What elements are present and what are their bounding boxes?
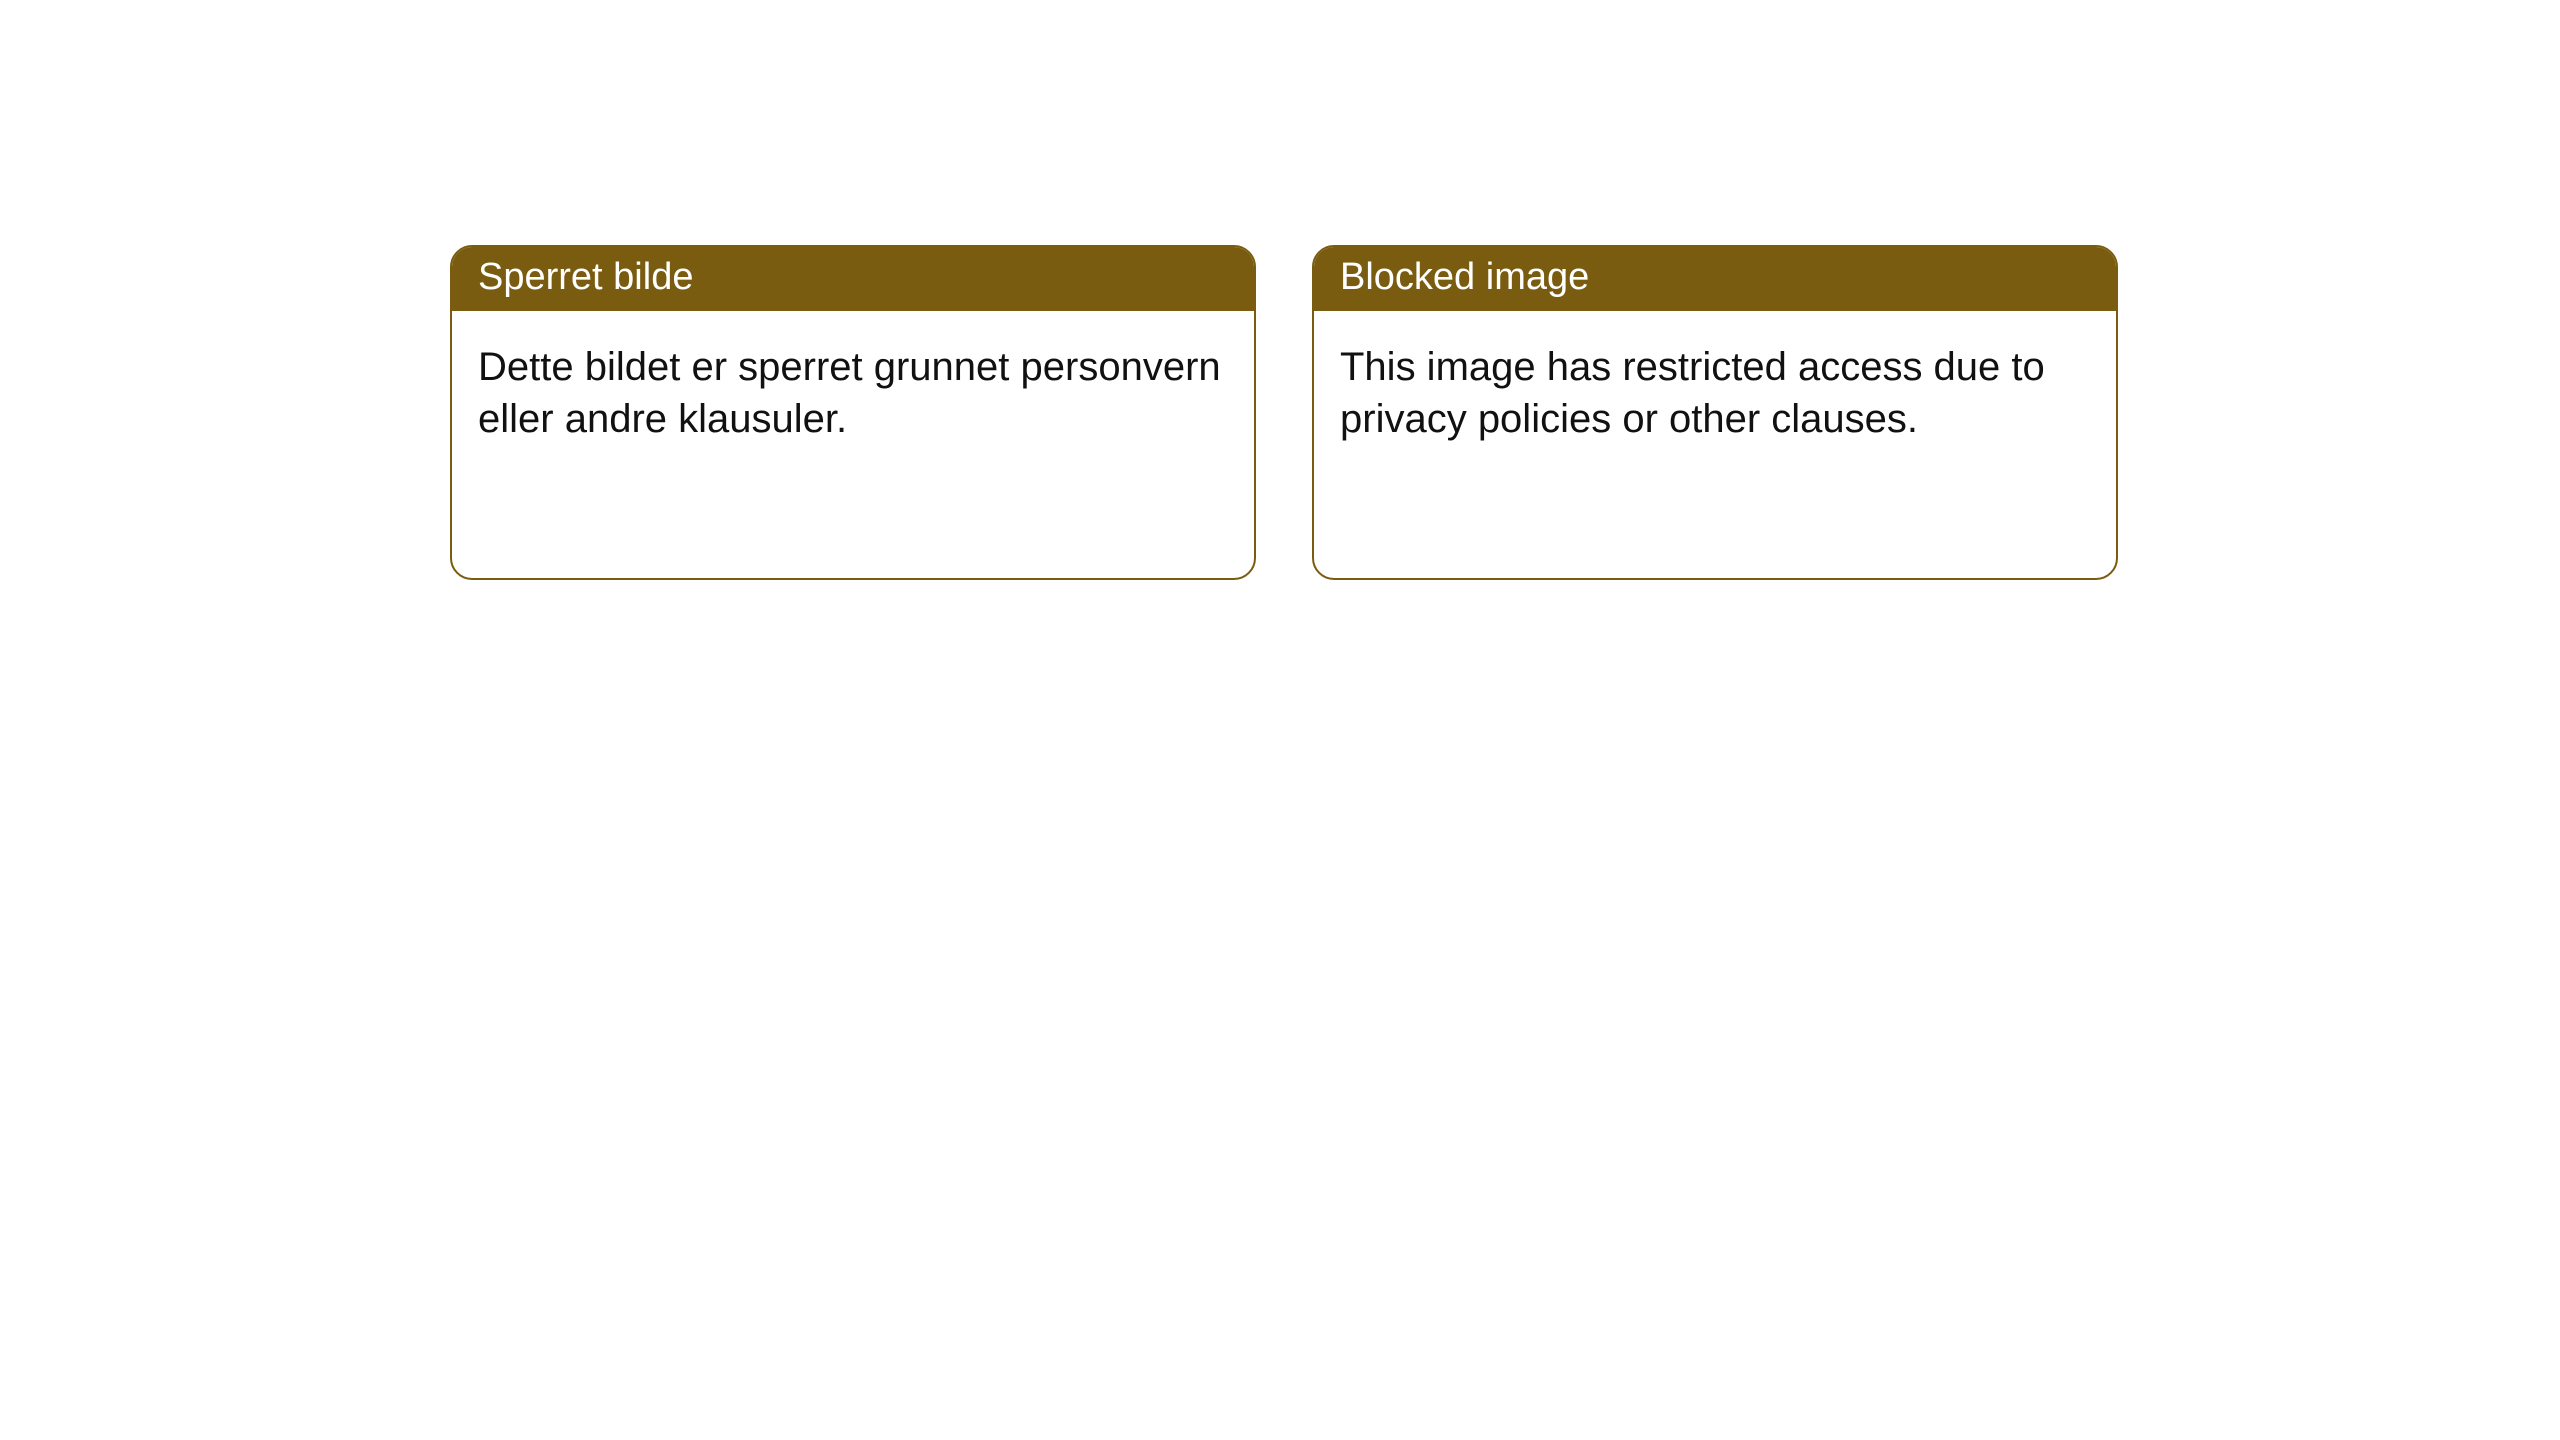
notice-body-norwegian: Dette bildet er sperret grunnet personve… <box>452 311 1254 475</box>
notice-body-english: This image has restricted access due to … <box>1314 311 2116 475</box>
notice-container: Sperret bilde Dette bildet er sperret gr… <box>450 245 2118 580</box>
notice-header-norwegian: Sperret bilde <box>452 247 1254 311</box>
notice-box-english: Blocked image This image has restricted … <box>1312 245 2118 580</box>
notice-header-english: Blocked image <box>1314 247 2116 311</box>
notice-box-norwegian: Sperret bilde Dette bildet er sperret gr… <box>450 245 1256 580</box>
